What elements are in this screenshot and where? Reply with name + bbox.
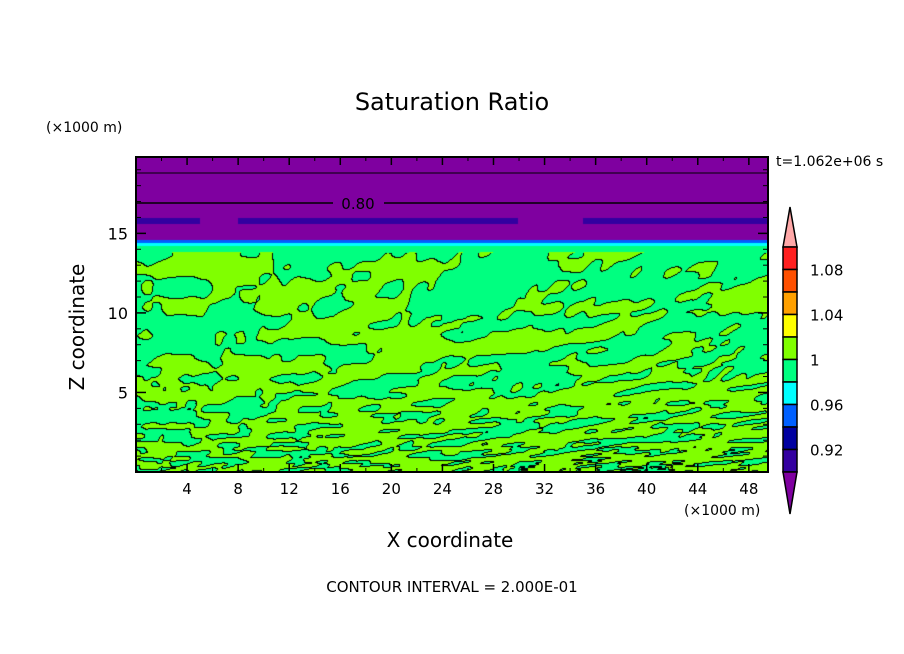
- y-tick-label: 15: [108, 224, 128, 243]
- contour-label: 0.80: [341, 195, 374, 213]
- colorbar-swatch: [782, 448, 798, 473]
- colorbar-swatch: [782, 246, 798, 271]
- x-axis-label: X coordinate: [386, 528, 514, 552]
- x-tick-label: 28: [484, 480, 503, 498]
- colorbar-swatch: [782, 313, 798, 338]
- colorbar-over-triangle: [782, 206, 798, 248]
- x-tick-label: 48: [739, 480, 758, 498]
- colorbar-swatch: [782, 403, 798, 428]
- x-tick-label: 12: [280, 480, 299, 498]
- colorbar-under-triangle: [782, 471, 798, 515]
- y-unit-label: (×1000 m): [46, 120, 123, 136]
- colorbar-swatch: [782, 336, 798, 361]
- chart-title: Saturation Ratio: [354, 88, 550, 116]
- colorbar-swatch: [782, 358, 798, 383]
- x-tick-label: 4: [182, 480, 192, 498]
- contour-field: [136, 157, 768, 472]
- colorbar-tick-label: 1.08: [810, 262, 843, 280]
- x-unit-label: (×1000 m): [684, 503, 761, 519]
- colorbar-tick-label: 0.92: [810, 442, 843, 460]
- colorbar-swatch: [782, 268, 798, 293]
- x-tick-label: 36: [586, 480, 605, 498]
- x-tick-label: 8: [233, 480, 243, 498]
- colorbar-swatch: [782, 426, 798, 451]
- x-tick-label: 44: [688, 480, 707, 498]
- colorbar-tick-label: 1.04: [810, 307, 843, 325]
- contour-interval-note: CONTOUR INTERVAL = 2.000E-01: [326, 578, 578, 596]
- x-tick-label: 24: [433, 480, 452, 498]
- plot-frame: [135, 156, 769, 473]
- x-tick-label: 20: [382, 480, 401, 498]
- colorbar-tick-label: 0.96: [810, 397, 843, 415]
- colorbar-tick-label: 1: [810, 352, 820, 370]
- colorbar-swatch: [782, 381, 798, 406]
- x-tick-label: 32: [535, 480, 554, 498]
- x-tick-label: 40: [637, 480, 656, 498]
- x-tick-label: 16: [331, 480, 350, 498]
- y-tick-label: 10: [108, 304, 128, 323]
- y-tick-label: 5: [118, 383, 128, 402]
- colorbar-swatch: [782, 291, 798, 316]
- time-label: t=1.062e+06 s: [776, 154, 884, 170]
